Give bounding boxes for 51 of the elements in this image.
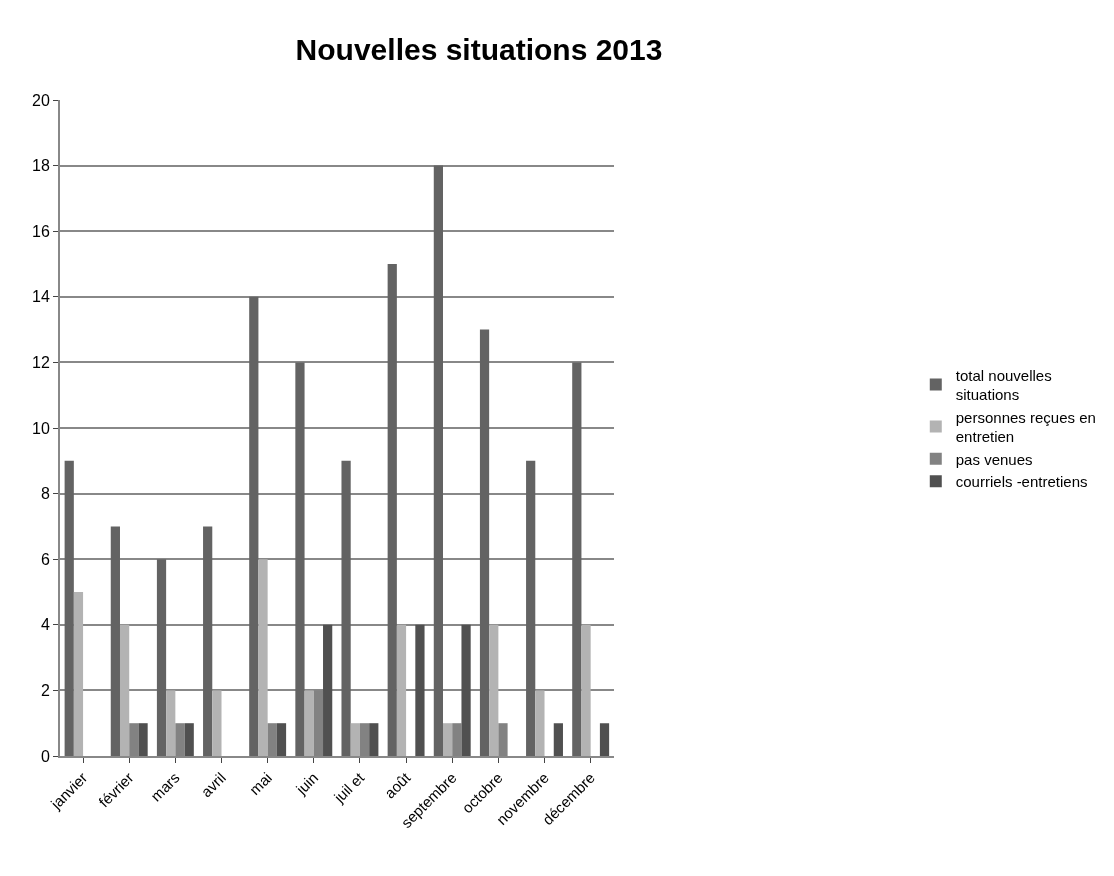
bar xyxy=(119,624,130,756)
y-tick-label: 20 xyxy=(32,91,50,109)
bar xyxy=(64,460,74,756)
y-tick-label: 10 xyxy=(32,419,50,437)
legend-label: pas venues xyxy=(955,450,1033,468)
legend-label: courriels -entretiens xyxy=(955,473,1088,491)
bar xyxy=(599,723,610,756)
bar xyxy=(295,362,305,756)
bar xyxy=(73,592,84,756)
y-tick-label: 4 xyxy=(40,616,50,634)
x-tick-label: juin xyxy=(291,768,322,799)
bar xyxy=(350,723,360,756)
y-tick-label: 14 xyxy=(32,288,50,306)
bar xyxy=(258,559,268,756)
y-tick-label: 0 xyxy=(40,747,50,765)
bar xyxy=(553,723,563,756)
x-tick-label: mai xyxy=(245,768,276,799)
y-tick-label: 18 xyxy=(32,157,50,175)
bar xyxy=(276,723,287,756)
y-tick-label: 8 xyxy=(40,485,50,503)
bar xyxy=(323,624,333,756)
y-tick-label: 12 xyxy=(32,354,50,371)
bar xyxy=(203,526,213,756)
y-tick-label: 16 xyxy=(32,222,50,240)
x-tick-label: juil et xyxy=(329,768,368,807)
bar xyxy=(166,690,176,756)
bar xyxy=(479,329,490,756)
bar xyxy=(433,165,443,756)
bar xyxy=(572,362,582,756)
bar xyxy=(415,624,425,756)
bar xyxy=(526,460,536,756)
chart-title: Nouvelles situations 2013 xyxy=(295,33,663,67)
bar xyxy=(581,624,591,756)
y-tick-label: 6 xyxy=(40,550,50,568)
y-tick-label: 2 xyxy=(40,682,50,699)
bar xyxy=(535,690,545,756)
bar xyxy=(110,526,120,756)
bar xyxy=(387,264,397,756)
bar xyxy=(369,723,379,756)
bar xyxy=(184,723,194,756)
bar xyxy=(304,690,314,756)
bar xyxy=(489,624,499,756)
bar xyxy=(212,690,222,756)
bar xyxy=(443,723,453,756)
x-tick-label: avril xyxy=(197,768,229,801)
bar xyxy=(249,296,259,756)
bar xyxy=(156,559,167,756)
bar xyxy=(341,460,351,756)
bar xyxy=(396,624,407,756)
bar xyxy=(138,723,148,756)
bar xyxy=(461,624,471,756)
